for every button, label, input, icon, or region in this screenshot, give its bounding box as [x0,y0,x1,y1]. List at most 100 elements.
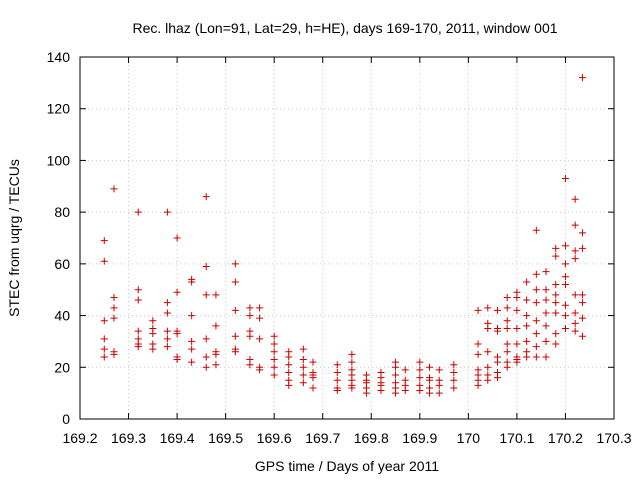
data-point [246,361,254,369]
data-point [231,332,239,340]
data-point [392,371,400,379]
data-point [246,332,254,340]
data-point [561,281,569,289]
data-point [561,301,569,309]
data-point [401,387,409,395]
data-point [362,389,370,397]
data-point [571,247,579,255]
data-point [149,330,157,338]
data-point [513,325,521,332]
data-point [523,337,531,345]
data-point [503,348,511,356]
data-point [552,244,560,252]
data-point [270,363,278,371]
data-point [231,348,239,356]
y-tick-label: 140 [47,49,71,65]
data-point [552,340,560,348]
data-point [100,257,108,265]
data-point [542,353,550,361]
data-point [561,312,569,320]
data-point [561,175,569,183]
data-point [401,366,409,374]
data-point [134,296,142,304]
data-point [474,306,482,314]
data-point [212,291,220,299]
data-point [256,366,264,374]
data-point [513,340,521,348]
data-point [571,319,579,327]
x-tick-label: 169.6 [257,430,292,446]
data-point [377,387,385,395]
data-point [149,317,157,325]
data-point [474,350,482,358]
data-point [100,237,108,245]
data-point [299,371,307,379]
data-point [542,286,550,294]
data-point [134,208,142,216]
x-tick-label: 170 [457,430,481,446]
data-point [163,335,171,343]
data-point [532,353,540,361]
y-tick-label: 60 [54,256,70,272]
data-point [163,208,171,216]
data-point [202,193,210,201]
chart-title: Rec. lhaz (Lon=91, Lat=29, h=HE), days 1… [132,20,557,36]
data-point [450,361,458,369]
plot-frame [79,56,615,420]
y-tick-label: 0 [62,411,70,427]
data-point [256,304,264,312]
data-point [552,291,560,299]
data-point [163,343,171,351]
data-point [493,327,501,335]
data-point [309,374,317,382]
data-point [416,366,424,374]
data-point [188,337,196,345]
data-point [173,356,181,364]
data-points [100,74,586,397]
x-tick-label: 169.5 [208,430,243,446]
data-point [532,317,540,325]
data-point [552,330,560,338]
data-point [532,343,540,351]
data-point [110,185,118,193]
data-point [270,340,278,348]
data-point [256,314,264,322]
data-point [578,244,586,252]
data-point [493,306,501,314]
data-point [523,353,531,361]
data-point [392,389,400,397]
data-point [149,345,157,353]
data-point [212,322,220,330]
data-point [532,299,540,307]
data-point [561,325,569,332]
data-point [110,350,118,358]
data-point [416,387,424,395]
data-point [484,348,492,356]
data-point [503,340,511,348]
data-point [571,195,579,203]
data-point [348,350,356,358]
data-point [513,358,521,366]
data-point [299,363,307,371]
data-point [416,374,424,382]
data-point [246,312,254,320]
data-point [578,291,586,299]
data-point [285,361,293,369]
x-tick-label: 169.9 [402,430,437,446]
y-tick-label: 100 [47,152,71,168]
data-point [246,304,254,312]
data-point [542,296,550,304]
data-point [523,296,531,304]
data-point [212,361,220,369]
x-tick-label: 169.3 [111,430,146,446]
y-tick-label: 80 [54,204,70,220]
data-point [513,293,521,301]
data-point [188,345,196,353]
data-point [299,345,307,353]
data-point [426,376,434,384]
data-point [163,327,171,335]
x-tick-label: 170.3 [596,430,631,446]
data-point [435,381,443,389]
